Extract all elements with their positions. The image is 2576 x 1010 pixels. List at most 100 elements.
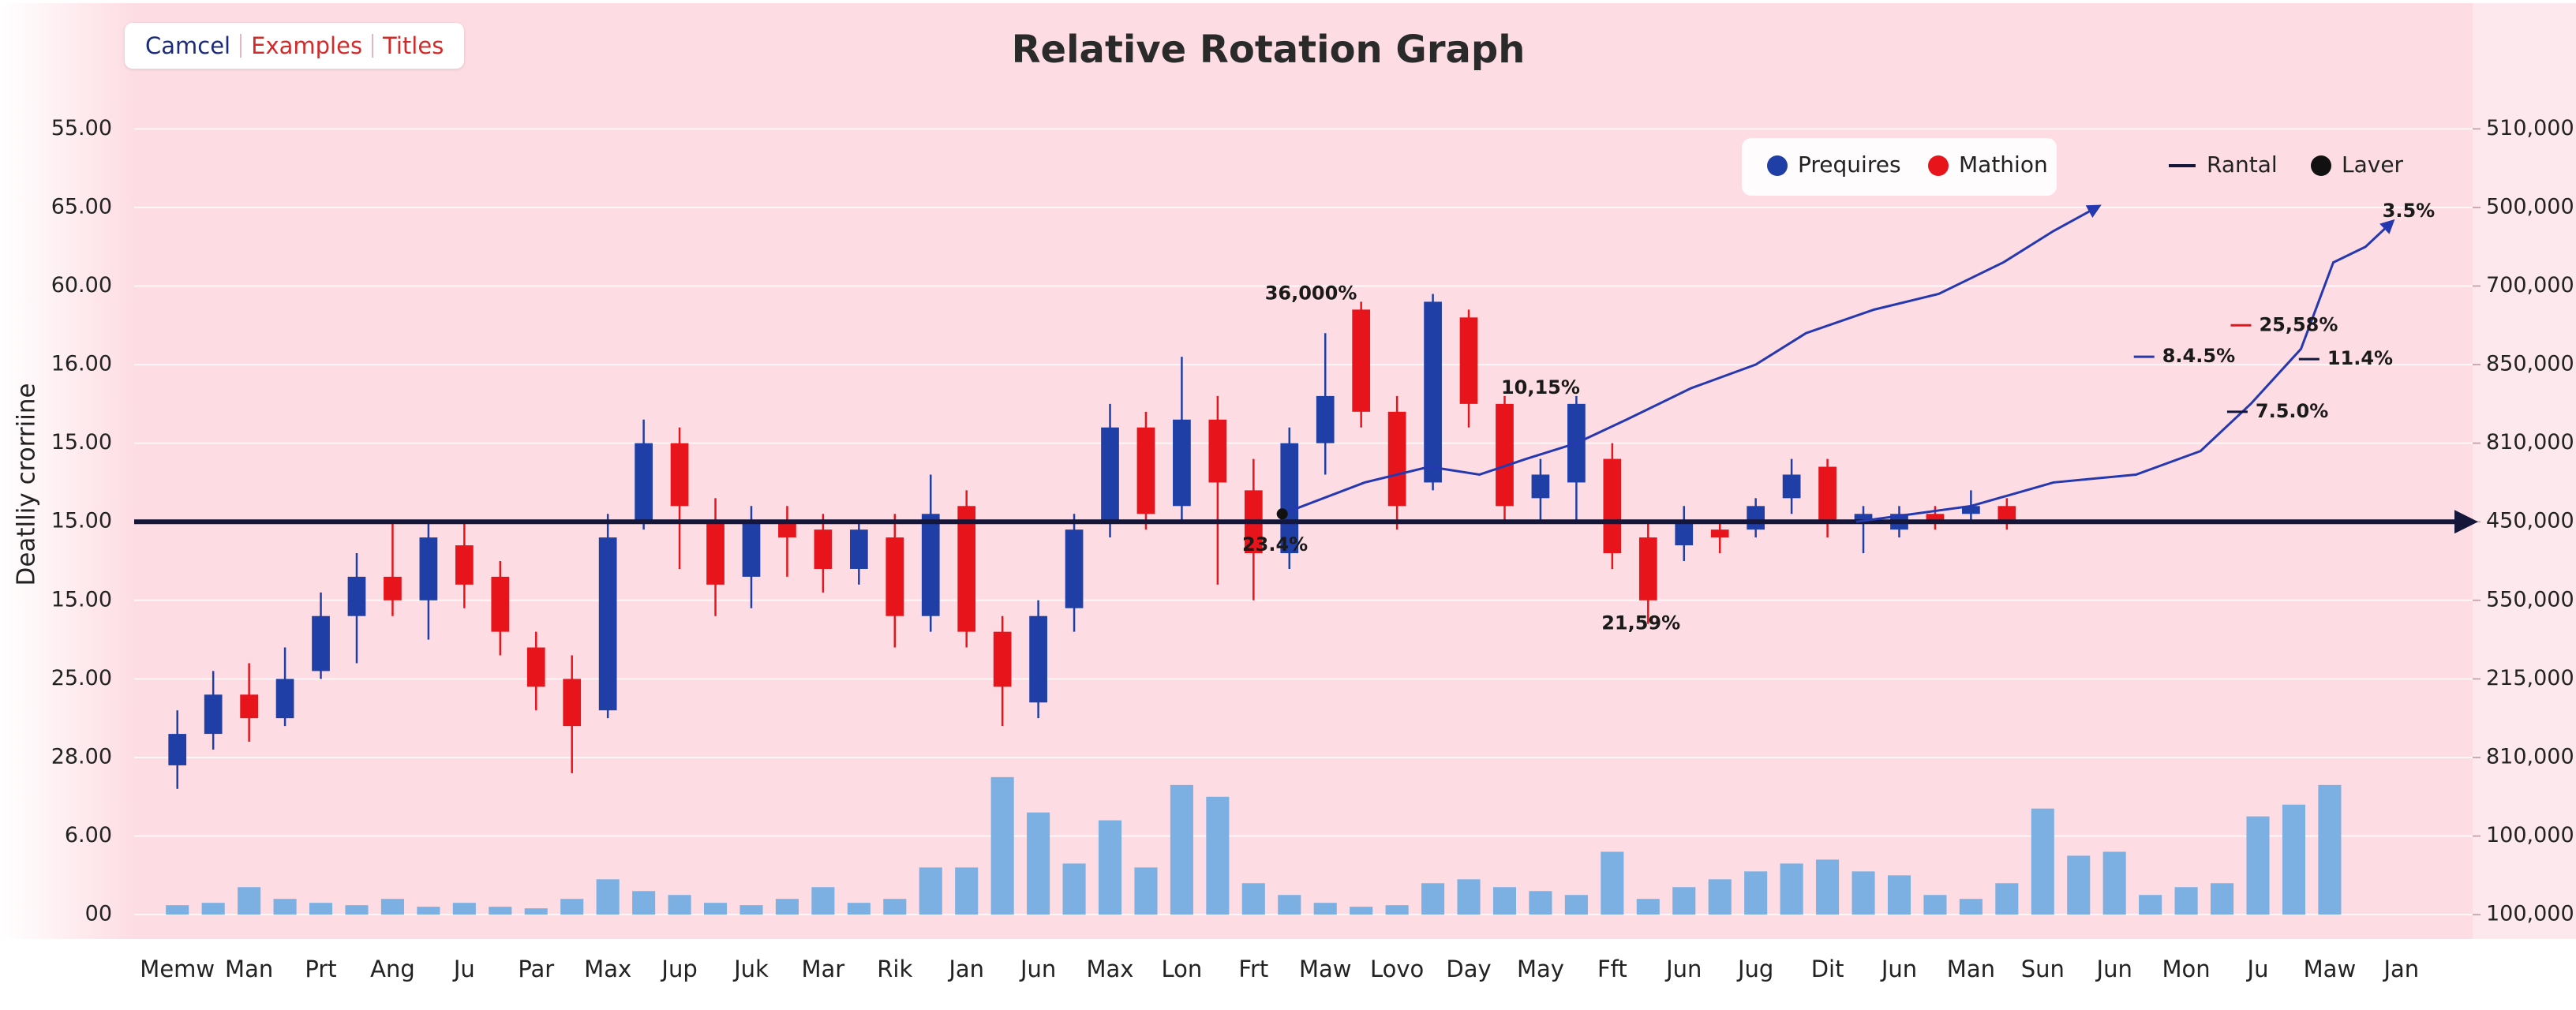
x-tick-label: Prt — [305, 956, 336, 982]
candle-body — [1316, 395, 1335, 443]
volume-bar — [309, 903, 333, 915]
volume-bar — [2174, 887, 2198, 915]
candle-body — [993, 631, 1012, 687]
volume-bar — [632, 891, 656, 915]
volume-bar — [1601, 851, 1624, 915]
x-tick-label: Jun — [2095, 956, 2132, 982]
volume-bar — [201, 903, 225, 915]
candle-body — [957, 506, 976, 632]
candle-body — [1675, 522, 1694, 546]
volume-bar — [2246, 816, 2270, 915]
candle-body — [1387, 411, 1406, 507]
candle-body — [886, 537, 904, 616]
candle-body — [598, 537, 617, 711]
level-label: 25,58% — [2259, 313, 2338, 335]
volume-bar — [1134, 867, 1158, 915]
volume-bar — [847, 903, 871, 915]
volume-bar — [775, 899, 799, 915]
x-tick-label: Ju — [452, 956, 475, 982]
y-tick-label: 15.00 — [51, 430, 112, 454]
volume-bar — [596, 879, 620, 915]
y2-tick-label: 450,000 — [2486, 509, 2574, 533]
candle-body — [455, 545, 474, 585]
x-tick-label: Jun — [1880, 956, 1917, 982]
legend-symbol — [1928, 155, 1949, 176]
x-tick-label: Mon — [2162, 956, 2211, 982]
volume-bar — [1816, 859, 1840, 915]
candle-body — [275, 679, 294, 719]
candle-body — [384, 576, 402, 600]
candle-body — [742, 522, 761, 577]
x-tick-label: Ju — [2246, 956, 2269, 982]
volume-bar — [919, 867, 942, 915]
annotation: 36,000% — [1265, 282, 1357, 304]
level-label: 7.5.0% — [2256, 400, 2328, 422]
volume-bar — [2139, 895, 2162, 915]
x-tick-label: Maw — [1299, 956, 1352, 982]
volume-bar — [883, 899, 907, 915]
candle-body — [1173, 419, 1191, 507]
y2-tick-label: 215,000 — [2486, 666, 2574, 690]
volume-bar — [166, 905, 189, 915]
volume-bar — [1995, 883, 2019, 915]
candle-body — [1280, 443, 1299, 554]
x-tick-label: Jup — [660, 956, 697, 982]
x-tick-label: Par — [518, 956, 554, 982]
volume-bar — [1241, 883, 1265, 915]
toolbar: Camcel Examples Titles — [125, 23, 465, 69]
line-layer — [134, 204, 2478, 534]
candle-body — [1854, 514, 1873, 522]
y-tick-label: 15.00 — [51, 587, 112, 612]
y-tick-label: 60.00 — [51, 273, 112, 297]
candle-body — [1496, 403, 1514, 507]
candle-body — [1065, 529, 1084, 608]
candle-body — [1101, 427, 1119, 522]
toolbar-button[interactable]: Examples — [251, 32, 363, 59]
y2-tick-label: 850,000 — [2486, 352, 2574, 376]
volume-bar — [238, 887, 261, 915]
x-tick-label: Jan — [2382, 956, 2419, 982]
volume-bar — [1421, 883, 1445, 915]
candle-body — [635, 443, 653, 522]
volume-bar — [2102, 851, 2126, 915]
trend-line — [1855, 219, 2395, 523]
volume-bar — [1350, 907, 1373, 915]
volume-bar — [990, 776, 1014, 915]
y2-tick-label: 700,000 — [2486, 273, 2574, 297]
candle-body — [168, 734, 187, 765]
candle-body — [849, 529, 868, 569]
toolbar-button[interactable]: Titles — [383, 32, 444, 59]
x-tick-label: Memw — [140, 956, 215, 982]
volume-bar — [703, 903, 728, 915]
volume-bar — [668, 895, 691, 915]
right-panel — [2473, 3, 2576, 939]
candle-body — [1531, 474, 1550, 499]
candle-body — [1710, 529, 1729, 538]
candle-body — [1352, 309, 1371, 412]
x-tick-label: Rik — [877, 956, 912, 982]
candle-body — [1029, 615, 1047, 703]
annotation: 3.5% — [2383, 200, 2436, 222]
chart-title: Relative Rotation Graph — [1012, 28, 1526, 72]
volume-bar — [1744, 871, 1768, 915]
volume-bar — [345, 905, 369, 915]
annotation: 23.4% — [1242, 533, 1308, 556]
toolbar-button[interactable]: Camcel — [145, 32, 231, 59]
annotation: 21,59% — [1601, 612, 1680, 634]
candle-body — [1459, 317, 1478, 404]
y-axis-title: Deatlliy crorriine — [13, 383, 41, 585]
y-tick-label: 00 — [85, 902, 112, 926]
candle-body — [670, 443, 689, 507]
legend-symbol — [1767, 155, 1788, 176]
y-tick-label: 16.00 — [51, 352, 112, 376]
volume-bar — [1170, 784, 1193, 915]
volume-bar — [1923, 895, 1947, 915]
laver-marker — [1276, 508, 1288, 520]
y-tick-label: 65.00 — [51, 194, 112, 219]
candle-body — [1638, 537, 1657, 600]
x-tick-label: Lon — [1162, 956, 1203, 982]
candle-layer — [168, 294, 2016, 789]
volume-bar — [1852, 871, 1875, 915]
volume-bar — [2318, 784, 2342, 915]
